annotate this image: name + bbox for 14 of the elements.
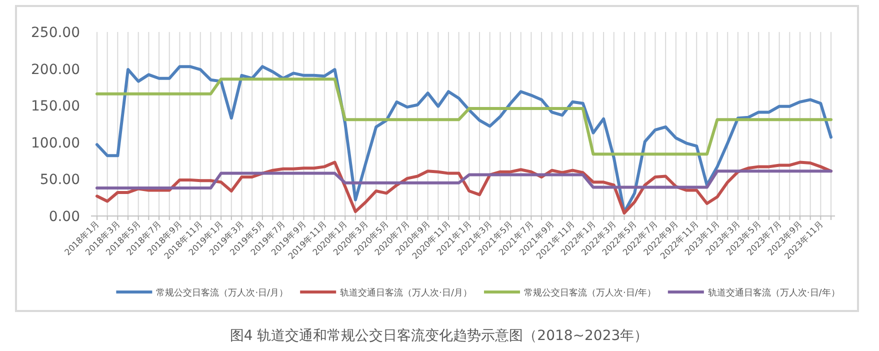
legend-label: 轨道交通日客流（万人次·日/月）	[340, 288, 472, 298]
text: 图4 轨道交通和常规公交日客流变化趋势示意图（2018~2023年）	[230, 328, 648, 344]
line-series	[96, 160, 832, 215]
line-series	[96, 78, 832, 156]
y-tick-label: 200.00	[31, 62, 80, 78]
y-tick-label: 50.00	[40, 172, 80, 188]
legend-label: 常规公交日客流（万人次·日/月）	[156, 288, 288, 298]
y-tick-label: 100.00	[31, 135, 80, 152]
y-tick-label: 0.00	[48, 209, 80, 225]
y-tick-label: 150.00	[31, 98, 80, 115]
legend-label: 常规公交日客流（万人次·日/年）	[524, 288, 656, 298]
legend-label: 轨道交通日客流（万人次·日/年）	[708, 288, 840, 298]
y-tick-label: 250.00	[31, 25, 80, 41]
line-series	[96, 170, 832, 190]
